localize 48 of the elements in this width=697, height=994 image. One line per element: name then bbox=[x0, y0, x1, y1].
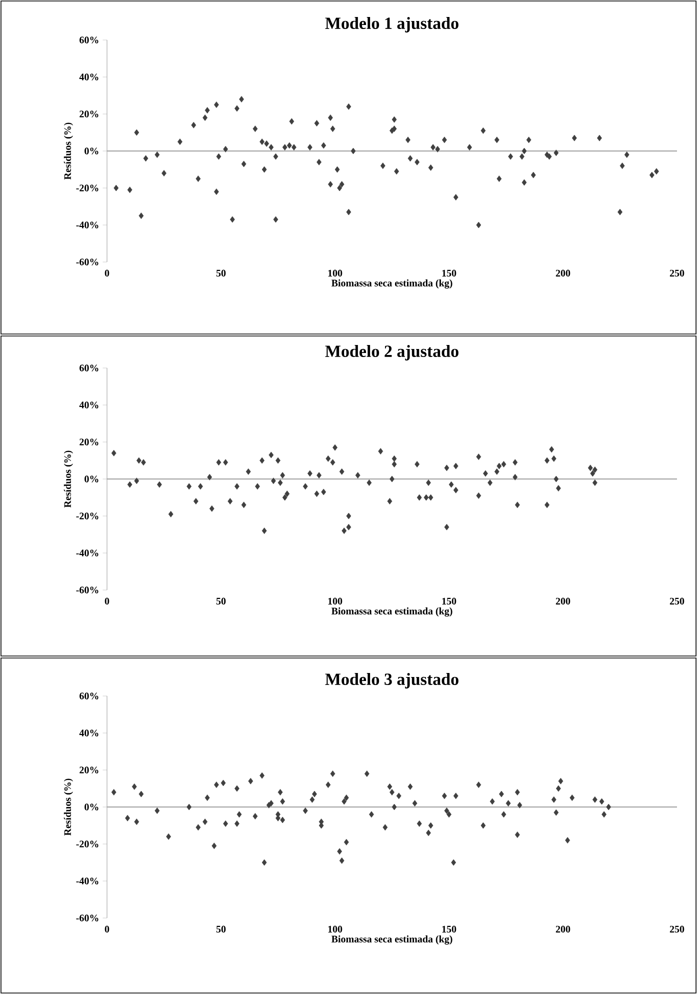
y-tick-label: 40% bbox=[79, 730, 98, 736]
x-tick-label: 100 bbox=[328, 926, 342, 933]
x-tick-label: 200 bbox=[556, 598, 570, 605]
y-axis-title: Resíduos (%) bbox=[64, 122, 74, 180]
x-tick-label: 100 bbox=[328, 598, 342, 605]
chart-title: Modelo 2 ajustado bbox=[325, 345, 458, 360]
x-tick-label: 250 bbox=[670, 598, 684, 605]
x-tick-label: 0 bbox=[104, 926, 110, 933]
x-tick-label: 250 bbox=[670, 270, 684, 277]
y-tick-label: 20% bbox=[80, 110, 98, 118]
y-tick-label: -40% bbox=[76, 878, 98, 884]
y-tick-label: 40% bbox=[79, 74, 98, 80]
y-tick-label: -20% bbox=[76, 512, 98, 520]
y-tick-label: -20% bbox=[76, 840, 98, 848]
chart-title: Modelo 1 ajustado bbox=[325, 17, 458, 32]
x-tick-label: 50 bbox=[216, 270, 226, 277]
x-axis-title: Biomassa seca estimada (kg) bbox=[331, 607, 452, 617]
x-axis-title: Biomassa seca estimada (kg) bbox=[331, 935, 452, 945]
x-tick-label: 0 bbox=[104, 598, 110, 605]
y-axis-title: Resíduos (%) bbox=[64, 778, 74, 836]
y-tick-label: 40% bbox=[79, 402, 98, 408]
x-tick-label: 150 bbox=[442, 270, 456, 277]
x-tick-label: 50 bbox=[216, 926, 226, 933]
x-tick-label: 0 bbox=[104, 270, 110, 277]
x-tick-label: 150 bbox=[442, 926, 456, 933]
y-tick-label: 60% bbox=[80, 364, 98, 372]
x-tick-label: 250 bbox=[670, 926, 684, 933]
y-tick-label: -60% bbox=[76, 586, 98, 594]
x-tick-label: 100 bbox=[328, 270, 342, 277]
x-tick-label: 150 bbox=[442, 598, 456, 605]
x-tick-label: 200 bbox=[556, 926, 570, 933]
y-tick-label: 20% bbox=[80, 438, 98, 446]
y-tick-label: 60% bbox=[80, 36, 98, 44]
y-tick-label: 0% bbox=[84, 476, 98, 482]
y-tick-label: -60% bbox=[76, 914, 98, 922]
y-tick-label: -20% bbox=[76, 184, 98, 192]
y-axis-title: Resíduos (%) bbox=[64, 450, 74, 508]
chart-title: Modelo 3 ajustado bbox=[325, 673, 458, 688]
y-tick-label: 0% bbox=[84, 148, 98, 154]
y-tick-label: 0% bbox=[84, 804, 98, 810]
y-tick-label: -40% bbox=[76, 550, 98, 556]
y-tick-label: -60% bbox=[76, 258, 98, 266]
x-axis-title: Biomassa seca estimada (kg) bbox=[331, 279, 452, 289]
y-tick-label: 60% bbox=[80, 692, 98, 700]
x-tick-label: 50 bbox=[216, 598, 226, 605]
x-tick-label: 200 bbox=[556, 270, 570, 277]
y-tick-label: -40% bbox=[76, 222, 98, 228]
y-tick-label: 20% bbox=[80, 766, 98, 774]
